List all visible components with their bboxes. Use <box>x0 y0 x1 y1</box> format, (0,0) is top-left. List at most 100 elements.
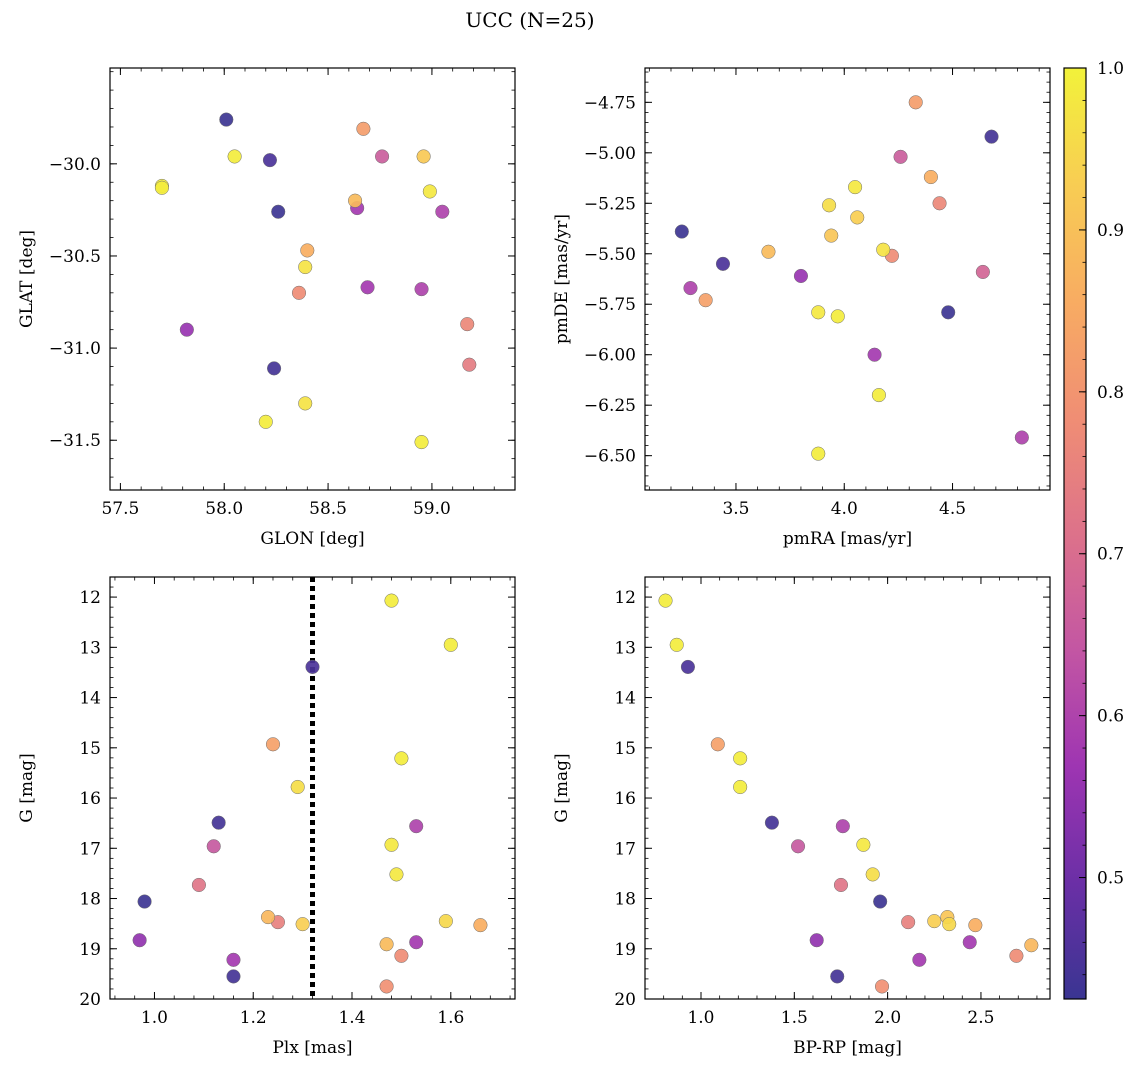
plx-y-tick-label: 19 <box>79 940 101 960</box>
plx-data-point <box>137 894 152 909</box>
cmd-data-point <box>942 917 957 932</box>
cmd-data-point <box>1009 948 1024 963</box>
radec-data-point <box>435 204 450 219</box>
cmd-x-tick-label: 1.5 <box>781 1008 808 1028</box>
cmd-data-point <box>873 894 888 909</box>
plx-data-point <box>409 819 424 834</box>
radec-data-point <box>298 396 313 411</box>
radec-x-axis-label: GLON [deg] <box>260 529 364 549</box>
panel-cmd: 1.0 1.5 2.0 2.5 12 13 14 15 16 17 18 19 20 BP-RP [mag… <box>552 576 1051 1058</box>
pm-data-point <box>811 305 826 320</box>
pm-data-point <box>871 388 886 403</box>
plx-plot-area <box>132 577 488 999</box>
colorbar-tick-label: 0.9 <box>1097 221 1124 241</box>
plx-data-point <box>443 637 458 652</box>
panel-plx: 1.0 1.2 1.4 1.6 12 13 14 15 16 17 18 19 20 Plx [mas] G… <box>17 576 516 1058</box>
plx-x-tick-label: 1.2 <box>240 1008 267 1028</box>
plx-data-point <box>305 659 320 674</box>
plx-y-tick-label: 16 <box>79 789 101 809</box>
pm-x-axis-label: pmRA [mas/yr] <box>783 529 912 549</box>
radec-axes-frame <box>109 67 516 491</box>
plx-x-axis-label: Plx [mas] <box>272 1038 352 1058</box>
radec-y-tick-label: −31.5 <box>49 431 101 451</box>
pm-data-point <box>698 293 713 308</box>
pm-y-tick-label: −5.25 <box>584 194 636 214</box>
pm-data-point <box>867 347 882 362</box>
cmd-y-tick-label: 20 <box>614 990 636 1010</box>
cmd-data-point <box>669 637 684 652</box>
colorbar-tick-label: 1.0 <box>1097 59 1124 79</box>
cmd-data-point <box>874 979 890 994</box>
pm-x-tick-label: 4.5 <box>939 499 966 519</box>
plx-y-axis-label: G [mag] <box>17 753 37 822</box>
cmd-data-point <box>865 867 880 882</box>
pm-data-point <box>1014 430 1029 445</box>
cmd-y-tick-label: 14 <box>614 689 636 709</box>
radec-data-point <box>348 193 363 208</box>
pm-data-point <box>824 228 839 243</box>
colorbar-tick-label: 0.5 <box>1097 869 1124 889</box>
cmd-x-tick-label: 2.0 <box>874 1008 901 1028</box>
plx-data-point <box>379 937 394 952</box>
radec-x-tick-label: 59.0 <box>413 499 451 519</box>
plx-data-point <box>132 933 147 948</box>
plx-y-tick-label: 14 <box>79 689 101 709</box>
radec-data-point <box>416 149 431 164</box>
plx-data-point <box>211 815 226 830</box>
colorbar-tick-label: 0.7 <box>1097 545 1124 565</box>
pm-data-point <box>984 129 999 144</box>
pm-y-tick-label: −6.50 <box>584 447 636 467</box>
radec-data-point <box>375 149 390 164</box>
pm-y-tick-label: −5.00 <box>584 144 636 164</box>
pm-data-point <box>876 242 891 257</box>
radec-data-point <box>300 243 315 258</box>
plx-data-point <box>394 948 409 963</box>
cmd-x-tick-label: 1.0 <box>687 1008 714 1028</box>
plx-data-point <box>379 979 394 994</box>
pm-data-point <box>674 224 689 239</box>
radec-data-point <box>462 357 477 372</box>
pm-data-point <box>848 180 863 195</box>
radec-data-point <box>179 322 194 337</box>
pm-data-point <box>893 149 908 164</box>
pm-axes-frame <box>644 67 1051 491</box>
pm-data-point <box>793 268 808 284</box>
pm-y-tick-label: −4.75 <box>584 93 636 113</box>
pm-plot-area <box>674 95 1029 461</box>
radec-data-point <box>414 282 429 297</box>
radec-y-axis-label: GLAT [deg] <box>17 230 37 328</box>
pm-data-point <box>941 305 956 320</box>
radec-plot-area <box>154 112 477 450</box>
cmd-y-tick-label: 19 <box>614 940 636 960</box>
cmd-y-tick-label: 16 <box>614 789 636 809</box>
cmd-data-point <box>901 915 916 930</box>
cmd-data-point <box>856 837 871 852</box>
radec-data-point <box>291 285 307 300</box>
radec-data-point <box>356 121 371 136</box>
plx-data-point <box>265 737 281 752</box>
pm-x-tick-label: 3.5 <box>722 499 749 519</box>
pm-data-point <box>850 210 865 225</box>
cmd-data-point <box>733 779 748 795</box>
radec-data-point <box>262 153 277 168</box>
panel-pm: 3.5 4.0 4.5 −4.75 −5.00 −5.25 −5.50 −5.75 −6.00 −… <box>552 67 1051 549</box>
plx-data-point <box>260 910 276 925</box>
cmd-data-point <box>1024 938 1039 953</box>
cmd-y-tick-label: 15 <box>614 739 636 759</box>
cmd-data-point <box>968 918 983 933</box>
radec-x-tick-label: 57.5 <box>101 499 139 519</box>
pm-data-point <box>908 95 923 110</box>
cmd-y-tick-label: 12 <box>614 588 636 608</box>
plx-data-point <box>384 837 399 852</box>
plx-data-point <box>226 952 241 967</box>
plx-data-point <box>191 877 206 893</box>
cmd-data-point <box>927 914 942 929</box>
figure-title: UCC (N=25) <box>465 8 594 32</box>
colorbar-gradient <box>1063 67 1087 1000</box>
cmd-x-axis-label: BP-RP [mag] <box>793 1038 902 1058</box>
radec-data-point <box>460 317 475 332</box>
radec-data-point <box>154 180 169 195</box>
radec-data-point <box>219 112 234 127</box>
